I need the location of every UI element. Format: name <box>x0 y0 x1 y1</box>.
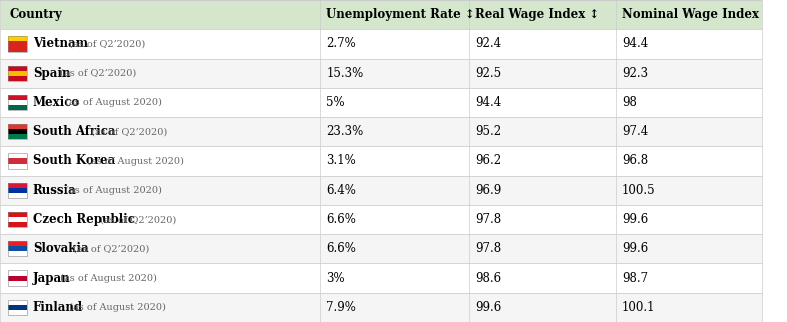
FancyBboxPatch shape <box>0 205 763 234</box>
FancyBboxPatch shape <box>0 117 763 147</box>
FancyBboxPatch shape <box>0 175 763 205</box>
FancyBboxPatch shape <box>0 88 763 117</box>
Text: Unemployment Rate ↕: Unemployment Rate ↕ <box>327 8 475 21</box>
FancyBboxPatch shape <box>9 310 27 315</box>
FancyBboxPatch shape <box>9 76 27 81</box>
Text: Japan: Japan <box>33 271 70 285</box>
FancyBboxPatch shape <box>9 36 27 41</box>
Text: 94.4: 94.4 <box>475 96 501 109</box>
Text: 96.2: 96.2 <box>475 155 501 167</box>
Text: 5%: 5% <box>327 96 345 109</box>
FancyBboxPatch shape <box>9 193 27 198</box>
FancyBboxPatch shape <box>9 158 27 164</box>
Text: 100.1: 100.1 <box>622 301 656 314</box>
Text: (as of Q2’2020): (as of Q2’2020) <box>70 244 150 253</box>
Text: (as of August 2020): (as of August 2020) <box>83 156 183 166</box>
Text: (as of Q2’2020): (as of Q2’2020) <box>88 127 168 136</box>
Text: 6.4%: 6.4% <box>327 184 356 197</box>
Text: Real Wage Index ↕: Real Wage Index ↕ <box>475 8 599 21</box>
FancyBboxPatch shape <box>9 129 27 134</box>
Text: Country: Country <box>10 8 63 21</box>
Text: (as of Q2’2020): (as of Q2’2020) <box>66 39 146 48</box>
FancyBboxPatch shape <box>9 241 27 246</box>
Text: (as of Q2’2020): (as of Q2’2020) <box>57 69 136 78</box>
Text: Czech Republic: Czech Republic <box>33 213 135 226</box>
Text: 96.8: 96.8 <box>622 155 648 167</box>
Text: Nominal Wage Index: Nominal Wage Index <box>622 8 759 21</box>
FancyBboxPatch shape <box>9 281 27 286</box>
Text: (as of Q2’2020): (as of Q2’2020) <box>97 215 176 224</box>
Text: Mexico: Mexico <box>33 96 80 109</box>
Text: 3%: 3% <box>327 271 345 285</box>
FancyBboxPatch shape <box>9 183 27 188</box>
Text: (as of August 2020): (as of August 2020) <box>61 98 161 107</box>
Text: 99.6: 99.6 <box>622 213 648 226</box>
FancyBboxPatch shape <box>9 124 27 129</box>
Text: (as of August 2020): (as of August 2020) <box>66 303 166 312</box>
FancyBboxPatch shape <box>9 153 27 158</box>
FancyBboxPatch shape <box>0 234 763 263</box>
FancyBboxPatch shape <box>9 246 27 251</box>
Text: 100.5: 100.5 <box>622 184 656 197</box>
Text: Spain: Spain <box>33 67 70 80</box>
FancyBboxPatch shape <box>9 188 27 193</box>
FancyBboxPatch shape <box>9 134 27 139</box>
FancyBboxPatch shape <box>9 217 27 222</box>
FancyBboxPatch shape <box>9 41 27 46</box>
FancyBboxPatch shape <box>9 212 27 217</box>
Text: 99.6: 99.6 <box>475 301 501 314</box>
FancyBboxPatch shape <box>9 300 27 305</box>
Text: Vietnam: Vietnam <box>33 37 88 51</box>
Text: 7.9%: 7.9% <box>327 301 356 314</box>
FancyBboxPatch shape <box>9 305 27 310</box>
Text: 15.3%: 15.3% <box>327 67 364 80</box>
FancyBboxPatch shape <box>0 147 763 175</box>
FancyBboxPatch shape <box>0 29 763 59</box>
Text: (as of August 2020): (as of August 2020) <box>57 273 157 283</box>
Text: Slovakia: Slovakia <box>33 242 88 255</box>
Text: 2.7%: 2.7% <box>327 37 356 51</box>
Text: 92.5: 92.5 <box>475 67 501 80</box>
Text: 97.4: 97.4 <box>622 125 648 138</box>
Text: 98.7: 98.7 <box>622 271 648 285</box>
FancyBboxPatch shape <box>9 222 27 227</box>
Text: 97.8: 97.8 <box>475 242 501 255</box>
FancyBboxPatch shape <box>9 95 27 100</box>
Text: 3.1%: 3.1% <box>327 155 356 167</box>
FancyBboxPatch shape <box>0 263 763 293</box>
Text: 6.6%: 6.6% <box>327 242 356 255</box>
Text: 98: 98 <box>622 96 637 109</box>
Text: 99.6: 99.6 <box>622 242 648 255</box>
FancyBboxPatch shape <box>0 293 763 322</box>
Text: 23.3%: 23.3% <box>327 125 364 138</box>
FancyBboxPatch shape <box>9 71 27 76</box>
FancyBboxPatch shape <box>9 270 27 276</box>
FancyBboxPatch shape <box>0 0 763 29</box>
FancyBboxPatch shape <box>9 164 27 169</box>
FancyBboxPatch shape <box>9 251 27 256</box>
Text: 92.4: 92.4 <box>475 37 501 51</box>
Text: South Korea: South Korea <box>33 155 115 167</box>
Text: Finland: Finland <box>33 301 83 314</box>
Text: 95.2: 95.2 <box>475 125 501 138</box>
Text: 96.9: 96.9 <box>475 184 501 197</box>
FancyBboxPatch shape <box>9 100 27 105</box>
Text: South Africa: South Africa <box>33 125 115 138</box>
Text: Russia: Russia <box>33 184 76 197</box>
Text: 94.4: 94.4 <box>622 37 648 51</box>
FancyBboxPatch shape <box>9 66 27 71</box>
Text: 98.6: 98.6 <box>475 271 501 285</box>
FancyBboxPatch shape <box>9 46 27 52</box>
Text: 6.6%: 6.6% <box>327 213 356 226</box>
FancyBboxPatch shape <box>0 59 763 88</box>
FancyBboxPatch shape <box>9 276 27 281</box>
Text: 97.8: 97.8 <box>475 213 501 226</box>
Text: (as of August 2020): (as of August 2020) <box>61 186 161 195</box>
FancyBboxPatch shape <box>9 105 27 110</box>
Text: 92.3: 92.3 <box>622 67 648 80</box>
